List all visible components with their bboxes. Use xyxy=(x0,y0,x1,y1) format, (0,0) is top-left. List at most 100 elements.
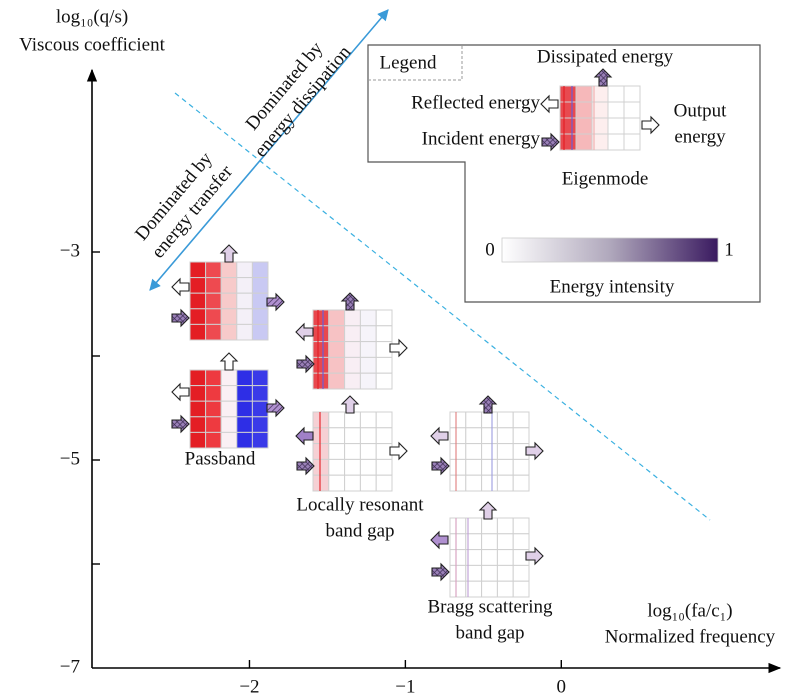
region-label: band gap xyxy=(455,622,524,643)
grid-cell xyxy=(205,261,222,279)
colorbar-max: 1 xyxy=(724,239,734,260)
grid-cell xyxy=(607,117,625,135)
grid-cell xyxy=(344,458,361,476)
grid-cell xyxy=(481,517,498,535)
grid-cell xyxy=(559,101,577,119)
grid-cell xyxy=(205,400,222,418)
legend-label: Reflected energy xyxy=(411,92,540,113)
x-tick-label: −2 xyxy=(239,676,259,696)
grid-cell xyxy=(205,292,222,310)
grid-cell xyxy=(449,549,467,566)
grid-cell xyxy=(449,474,467,492)
grid-cell xyxy=(496,533,514,551)
regime-arrow xyxy=(149,9,389,291)
grid-cell xyxy=(496,474,514,492)
grid-cell xyxy=(189,292,207,310)
grid-cell xyxy=(559,85,577,103)
grid-cell xyxy=(251,261,269,279)
grid-cell xyxy=(496,517,514,535)
energy-arrow xyxy=(171,308,190,328)
grid-cell xyxy=(220,385,238,402)
y-axis-title: Viscous coefficient xyxy=(19,34,165,55)
grid-cell xyxy=(465,427,483,445)
grid-cell xyxy=(359,372,377,390)
energy-arrow xyxy=(540,94,559,114)
energy-arrow xyxy=(525,441,544,461)
grid-cell xyxy=(251,369,269,387)
eigenmode-grid xyxy=(312,309,393,390)
energy-arrow xyxy=(296,354,315,374)
grid-cell xyxy=(465,458,483,476)
grid-cell xyxy=(575,117,593,135)
grid-cell xyxy=(344,372,361,390)
grid-cell xyxy=(359,356,377,374)
grid-cell xyxy=(236,261,253,279)
grid-cell xyxy=(359,341,377,358)
grid-cell xyxy=(375,411,393,429)
legend-label: Eigenmode xyxy=(562,168,649,189)
grid-cell xyxy=(465,474,483,492)
grid-cell xyxy=(189,431,207,449)
grid-cell xyxy=(623,117,641,135)
grid-cell xyxy=(251,277,269,294)
grid-cell xyxy=(512,427,530,445)
grid-cell xyxy=(512,564,530,582)
grid-cell xyxy=(205,416,222,433)
grid-cell xyxy=(312,341,330,358)
eigenmode-grid xyxy=(449,517,530,598)
energy-arrow xyxy=(340,395,360,414)
grid-cell xyxy=(607,133,625,151)
grid-cell xyxy=(344,443,361,460)
grid-cell xyxy=(236,400,253,418)
grid-cell xyxy=(496,564,514,582)
grid-cell xyxy=(375,458,393,476)
eigenmode-grid xyxy=(312,411,393,492)
region-label: Bragg scattering xyxy=(427,596,553,617)
grid-cell xyxy=(465,443,483,460)
grid-cell xyxy=(312,427,330,445)
grid-cell xyxy=(481,458,498,476)
grid-cell xyxy=(189,385,207,402)
energy-arrow xyxy=(171,414,190,434)
grid-cell xyxy=(496,458,514,476)
grid-cell xyxy=(344,411,361,429)
legend-label: Dissipated energy xyxy=(537,46,674,67)
energy-arrow xyxy=(430,530,449,550)
annotation: Dominated by energy dissipation xyxy=(242,38,356,162)
grid-cell xyxy=(359,443,377,460)
grid-cell xyxy=(251,308,269,325)
energy-arrow xyxy=(541,132,560,152)
grid-cell xyxy=(359,474,377,492)
grid-cell xyxy=(205,277,222,294)
grid-cell xyxy=(328,427,346,445)
grid-cell xyxy=(512,580,530,598)
grid-cell xyxy=(375,309,393,327)
grid-cell xyxy=(496,580,514,598)
annotation: Dominated by energy transfer xyxy=(131,148,237,262)
legend-label: Incident energy xyxy=(422,128,541,149)
grid-cell xyxy=(189,416,207,433)
grid-cell xyxy=(575,133,593,151)
grid-cell xyxy=(236,323,253,341)
legend-tab xyxy=(368,45,463,81)
grid-cell xyxy=(359,411,377,429)
y-tick-label: −3 xyxy=(60,240,80,261)
legend-label: Output xyxy=(674,100,728,121)
grid-cell xyxy=(449,458,467,476)
grid-cell xyxy=(220,308,238,325)
grid-cell xyxy=(328,356,346,374)
y-tick-label: −5 xyxy=(60,448,80,469)
energy-arrow xyxy=(593,68,613,87)
energy-arrow xyxy=(478,501,498,520)
grid-cell xyxy=(312,443,330,460)
grid-cell xyxy=(449,564,467,582)
grid-cell xyxy=(236,416,253,433)
grid-cell xyxy=(481,427,498,445)
eigenmode-grid xyxy=(449,411,530,492)
grid-cell xyxy=(359,458,377,476)
energy-arrow xyxy=(266,292,285,312)
grid-cell xyxy=(312,356,330,374)
grid-cell xyxy=(607,101,625,119)
grid-cell xyxy=(205,308,222,325)
